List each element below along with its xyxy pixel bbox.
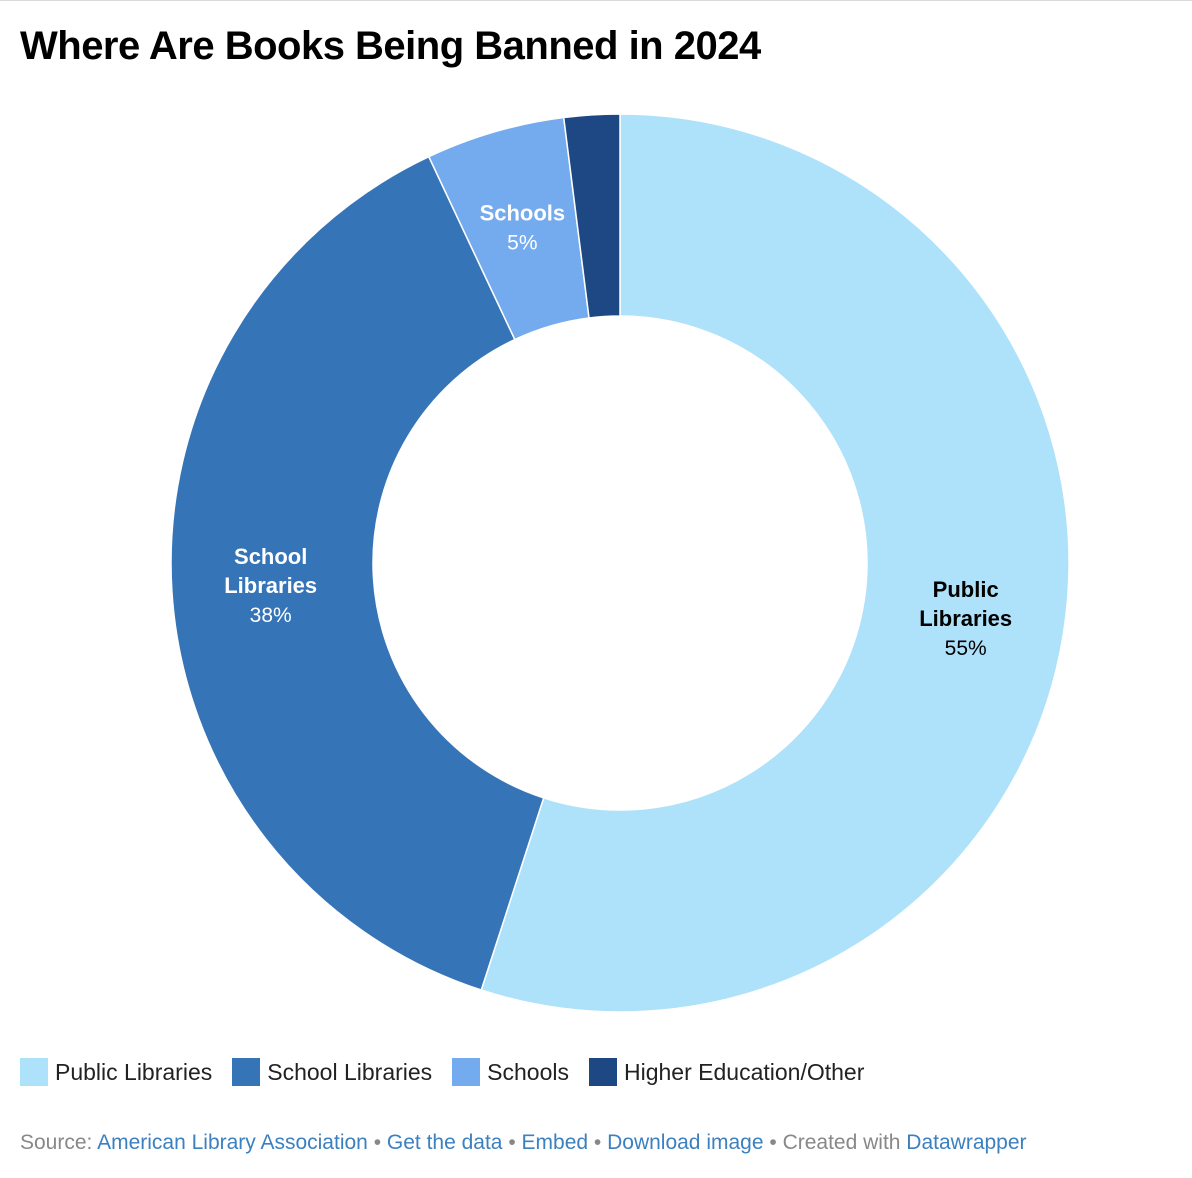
slice-school-libraries bbox=[170, 155, 545, 991]
donut-chart: PublicLibraries55%SchoolLibraries38%Scho… bbox=[170, 113, 1070, 1013]
separator: • bbox=[502, 1131, 522, 1154]
download-image-link[interactable]: Download image bbox=[607, 1131, 764, 1154]
data-label-public-libraries: Public Libraries 55% bbox=[919, 577, 1012, 660]
created-with-text: Created with bbox=[782, 1131, 907, 1154]
legend-item-schools: Schools bbox=[452, 1058, 569, 1086]
top-rule bbox=[0, 0, 1192, 1]
chart-footer: Source: American Library Association • G… bbox=[20, 1131, 1027, 1155]
separator: • bbox=[367, 1131, 387, 1154]
data-label-school-libraries: School Libraries 38% bbox=[224, 544, 317, 627]
datawrapper-link[interactable]: Datawrapper bbox=[906, 1131, 1027, 1154]
source-prefix: Source: bbox=[20, 1131, 98, 1154]
get-data-link[interactable]: Get the data bbox=[386, 1131, 503, 1154]
chart-legend: Public Libraries School Libraries School… bbox=[20, 1058, 884, 1086]
data-label-value: 55% bbox=[945, 637, 987, 660]
legend-item-public-libraries: Public Libraries bbox=[20, 1058, 212, 1086]
separator: • bbox=[588, 1131, 608, 1154]
legend-label: Higher Education/Other bbox=[624, 1058, 865, 1085]
embed-link[interactable]: Embed bbox=[521, 1131, 589, 1154]
legend-swatch bbox=[452, 1058, 481, 1086]
slice-higher-education-other bbox=[562, 113, 621, 319]
data-label-name: Libraries bbox=[224, 573, 317, 598]
data-label-value: 38% bbox=[250, 604, 292, 627]
legend-swatch bbox=[232, 1058, 261, 1086]
data-label-name: Schools bbox=[480, 200, 566, 225]
data-label-name: Libraries bbox=[919, 606, 1012, 631]
legend-swatch bbox=[589, 1058, 617, 1086]
legend-label: School Libraries bbox=[267, 1058, 433, 1085]
separator: • bbox=[763, 1131, 783, 1154]
data-label-value: 5% bbox=[507, 231, 537, 254]
slice-public-libraries bbox=[480, 113, 1070, 1013]
legend-item-higher-education-other: Higher Education/Other bbox=[589, 1058, 864, 1086]
legend-label: Public Libraries bbox=[55, 1058, 213, 1085]
data-label-name: Public bbox=[933, 577, 999, 602]
data-label-name: School bbox=[234, 544, 307, 569]
chart-title: Where Are Books Being Banned in 2024 bbox=[20, 24, 761, 68]
data-label-schools: Schools 5% bbox=[480, 200, 566, 254]
legend-label: Schools bbox=[487, 1058, 569, 1085]
legend-item-school-libraries: School Libraries bbox=[232, 1058, 432, 1086]
source-link[interactable]: American Library Association bbox=[97, 1131, 368, 1154]
legend-swatch bbox=[20, 1058, 48, 1086]
